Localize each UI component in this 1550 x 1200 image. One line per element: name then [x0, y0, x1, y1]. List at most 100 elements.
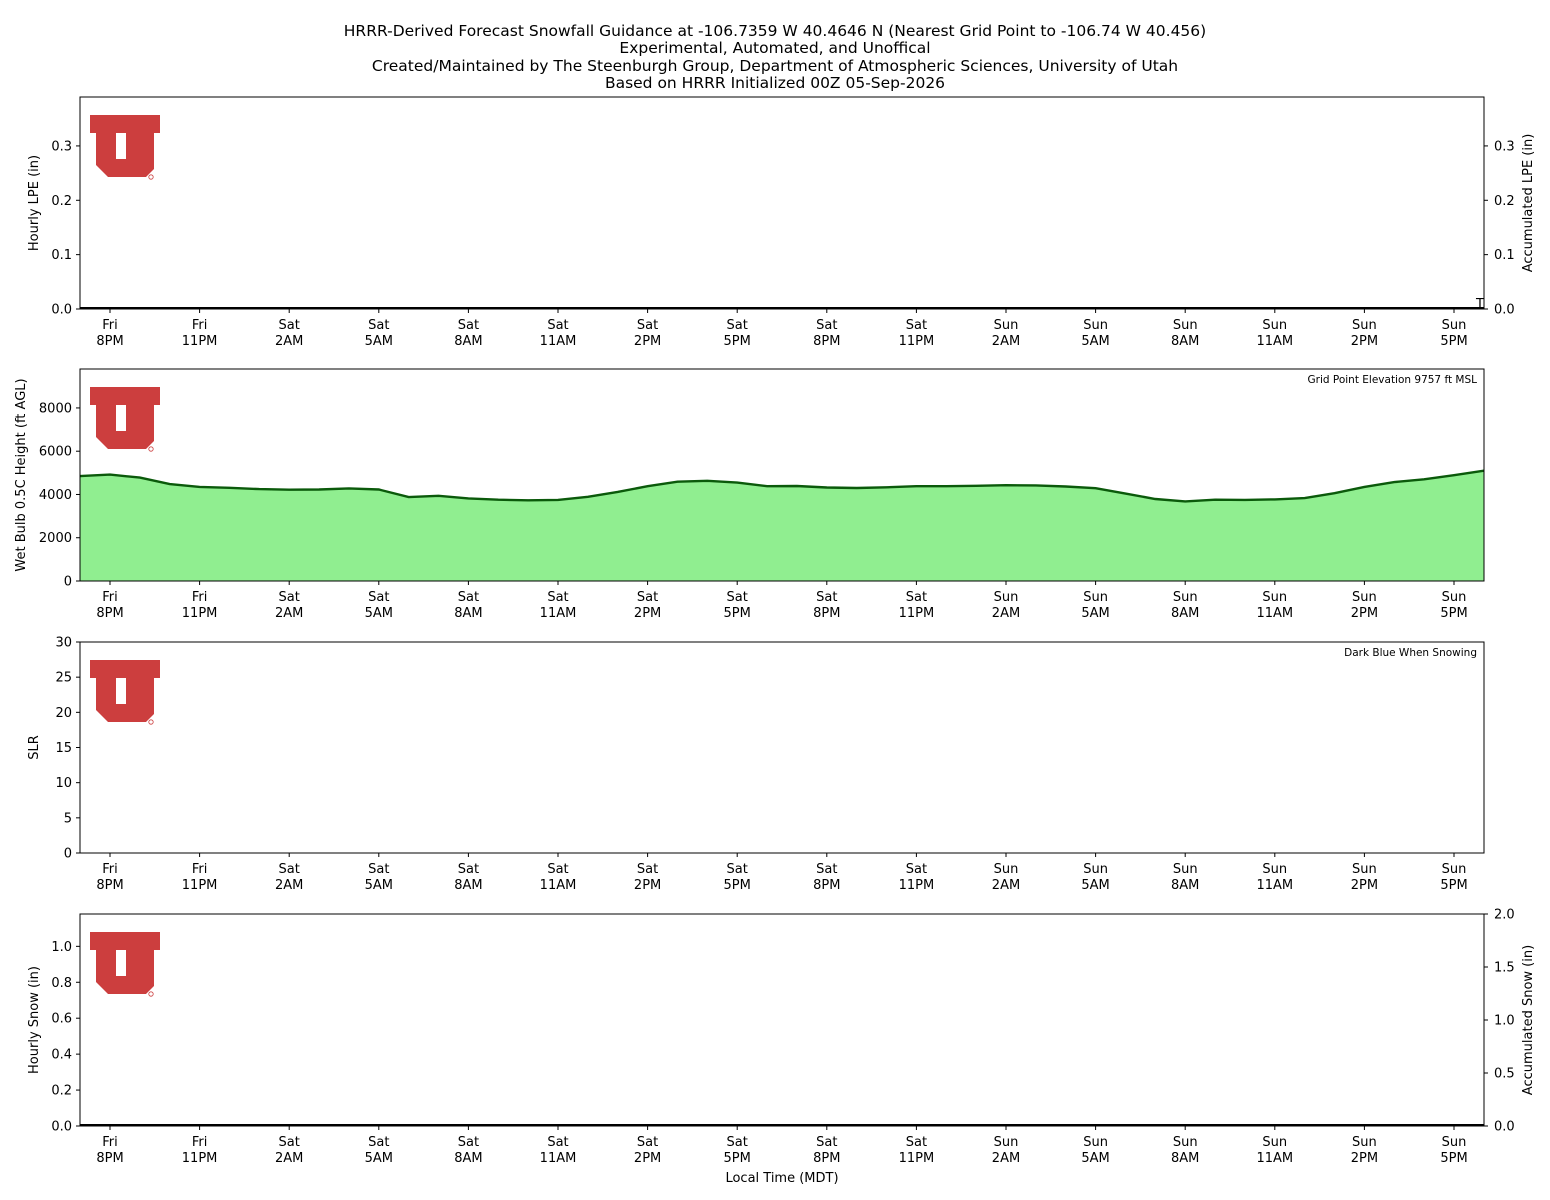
block-u-logo	[89, 114, 161, 180]
y2-axis-label: Accumulated LPE (in)	[1521, 134, 1536, 273]
x-tick-time: 8AM	[1171, 878, 1199, 893]
y-tick-label: 0.0	[51, 303, 72, 318]
y-tick-label: 0.1	[51, 248, 72, 263]
x-tick-time: 5AM	[1081, 1151, 1109, 1166]
title-line-2: Experimental, Automated, and Unoffical	[619, 39, 930, 57]
x-tick-time: 11PM	[182, 1151, 218, 1166]
y-axis-label: Hourly LPE (in)	[27, 155, 42, 251]
x-tick-day: Sun	[1083, 590, 1108, 605]
y-tick-label: 0	[64, 575, 72, 590]
x-tick-time: 5PM	[1440, 1151, 1467, 1166]
x-tick-day: Sun	[994, 318, 1019, 333]
x-tick-day: Sat	[727, 318, 748, 333]
block-u-logo	[89, 386, 161, 452]
hourly-snow-frame	[79, 913, 1485, 1127]
x-tick-day: Sat	[458, 318, 479, 333]
panel-hourly-snow: 0.0 0.2 0.4 0.6 0.8 1.0 Hourly Snow (in) 0.0 0.5…	[27, 908, 1536, 1167]
x-tick-time: 5PM	[724, 1151, 751, 1166]
x-tick-time: 5AM	[365, 606, 393, 621]
y2-tick-label: 0.2	[1494, 194, 1515, 209]
y-tick-label: 0.6	[51, 1012, 72, 1027]
y2-tick-label: 0.1	[1494, 248, 1515, 263]
x-tick-day: Sun	[994, 590, 1019, 605]
x-tick-time: 11PM	[182, 878, 218, 893]
panel-wet-bulb-height: 0 2000 4000 6000 8000 Wet Bulb 0.5C Height (f…	[14, 368, 1485, 621]
x-tick-day: Sat	[906, 862, 927, 877]
x-tick-time: 11AM	[540, 606, 577, 621]
x-tick-day: Sun	[1352, 862, 1377, 877]
wet-bulb-area	[80, 470, 1485, 581]
x-tick-time: 5AM	[1081, 878, 1109, 893]
x-tick-time: 5PM	[724, 334, 751, 349]
x-tick-time: 2PM	[634, 878, 661, 893]
x-tick-time: 11PM	[182, 606, 218, 621]
x-tick-time: 5PM	[1440, 334, 1467, 349]
x-tick-day: Fri	[102, 318, 118, 333]
y2-tick-label: 0.3	[1494, 139, 1515, 154]
x-tick-day: Sat	[279, 862, 300, 877]
y-axis-label: Hourly Snow (in)	[27, 966, 42, 1074]
x-tick-time: 8PM	[813, 334, 840, 349]
y-tick-label: 1.0	[51, 940, 72, 955]
x-tick-time: 8PM	[813, 606, 840, 621]
x-tick-day: Sat	[547, 318, 568, 333]
x-tick-day: Sun	[1352, 1135, 1377, 1150]
x-tick-day: Sun	[1352, 318, 1377, 333]
x-tick-time: 8PM	[96, 1151, 123, 1166]
x-tick-day: Fri	[102, 1135, 118, 1150]
x-tick-day: Sat	[637, 590, 658, 605]
x-tick-time: 11AM	[1256, 606, 1293, 621]
x-tick-time: 5PM	[1440, 606, 1467, 621]
x-tick-day: Sat	[906, 318, 927, 333]
x-tick-time: 2AM	[275, 1151, 303, 1166]
y-tick-label: 15	[55, 741, 72, 756]
y-tick-label: 25	[55, 671, 72, 686]
figure-title: HRRR-Derived Forecast Snowfall Guidance …	[344, 22, 1206, 92]
x-tick-day: Sat	[816, 318, 837, 333]
x-tick-day: Sun	[994, 1135, 1019, 1150]
x-tick-time: 2AM	[275, 878, 303, 893]
x-tick-time: 8PM	[96, 334, 123, 349]
x-tick-time: 8PM	[813, 878, 840, 893]
wet-bulb-line	[80, 469, 1485, 503]
x-tick-time: 8AM	[454, 1151, 482, 1166]
x-tick-time: 11AM	[540, 1151, 577, 1166]
title-line-3: Created/Maintained by The Steenburgh Gro…	[372, 57, 1178, 75]
x-tick-time: 2AM	[992, 1151, 1020, 1166]
x-tick-day: Sat	[906, 1135, 927, 1150]
x-tick-time: 8AM	[454, 334, 482, 349]
y-tick-label: 2000	[39, 531, 72, 546]
x-tick-time: 2PM	[1351, 1151, 1378, 1166]
x-tick-day: Sun	[1262, 1135, 1287, 1150]
x-tick-time: 11AM	[1256, 878, 1293, 893]
x-tick-time: 11PM	[899, 606, 935, 621]
x-tick-time: 2PM	[1351, 334, 1378, 349]
x-tick-time: 5AM	[1081, 334, 1109, 349]
x-axis-label: Local Time (MDT)	[725, 1171, 838, 1186]
hourly-lpe-frame	[79, 96, 1485, 310]
x-tick-time: 11PM	[899, 878, 935, 893]
x-tick-time: 2PM	[1351, 878, 1378, 893]
x-tick-day: Sun	[1442, 862, 1467, 877]
y2-tick-label: 1.5	[1494, 961, 1515, 976]
x-tick-time: 8PM	[96, 878, 123, 893]
x-tick-day: Sun	[1262, 862, 1287, 877]
panel-slr: 0 5 10 15 20 25 30 SLR Dark Blue When Snowing Fri…	[27, 636, 1485, 893]
y2-tick-label: 0.0	[1494, 1120, 1515, 1135]
x-tick-time: 2PM	[1351, 606, 1378, 621]
x-tick-day: Sat	[727, 862, 748, 877]
x-tick-time: 11AM	[540, 878, 577, 893]
block-u-logo	[89, 659, 161, 725]
x-tick-time: 2PM	[634, 606, 661, 621]
x-tick-time: 2AM	[275, 606, 303, 621]
y2-tick-label: 2.0	[1494, 908, 1515, 923]
x-tick-day: Sat	[279, 318, 300, 333]
x-tick-day: Sun	[994, 862, 1019, 877]
x-tick-time: 5AM	[365, 1151, 393, 1166]
x-tick-day: Fri	[192, 590, 208, 605]
y2-tick-label: 1.0	[1494, 1014, 1515, 1029]
block-u-logo	[89, 931, 161, 997]
x-tick-time: 5PM	[724, 606, 751, 621]
x-tick-time: 5AM	[365, 334, 393, 349]
